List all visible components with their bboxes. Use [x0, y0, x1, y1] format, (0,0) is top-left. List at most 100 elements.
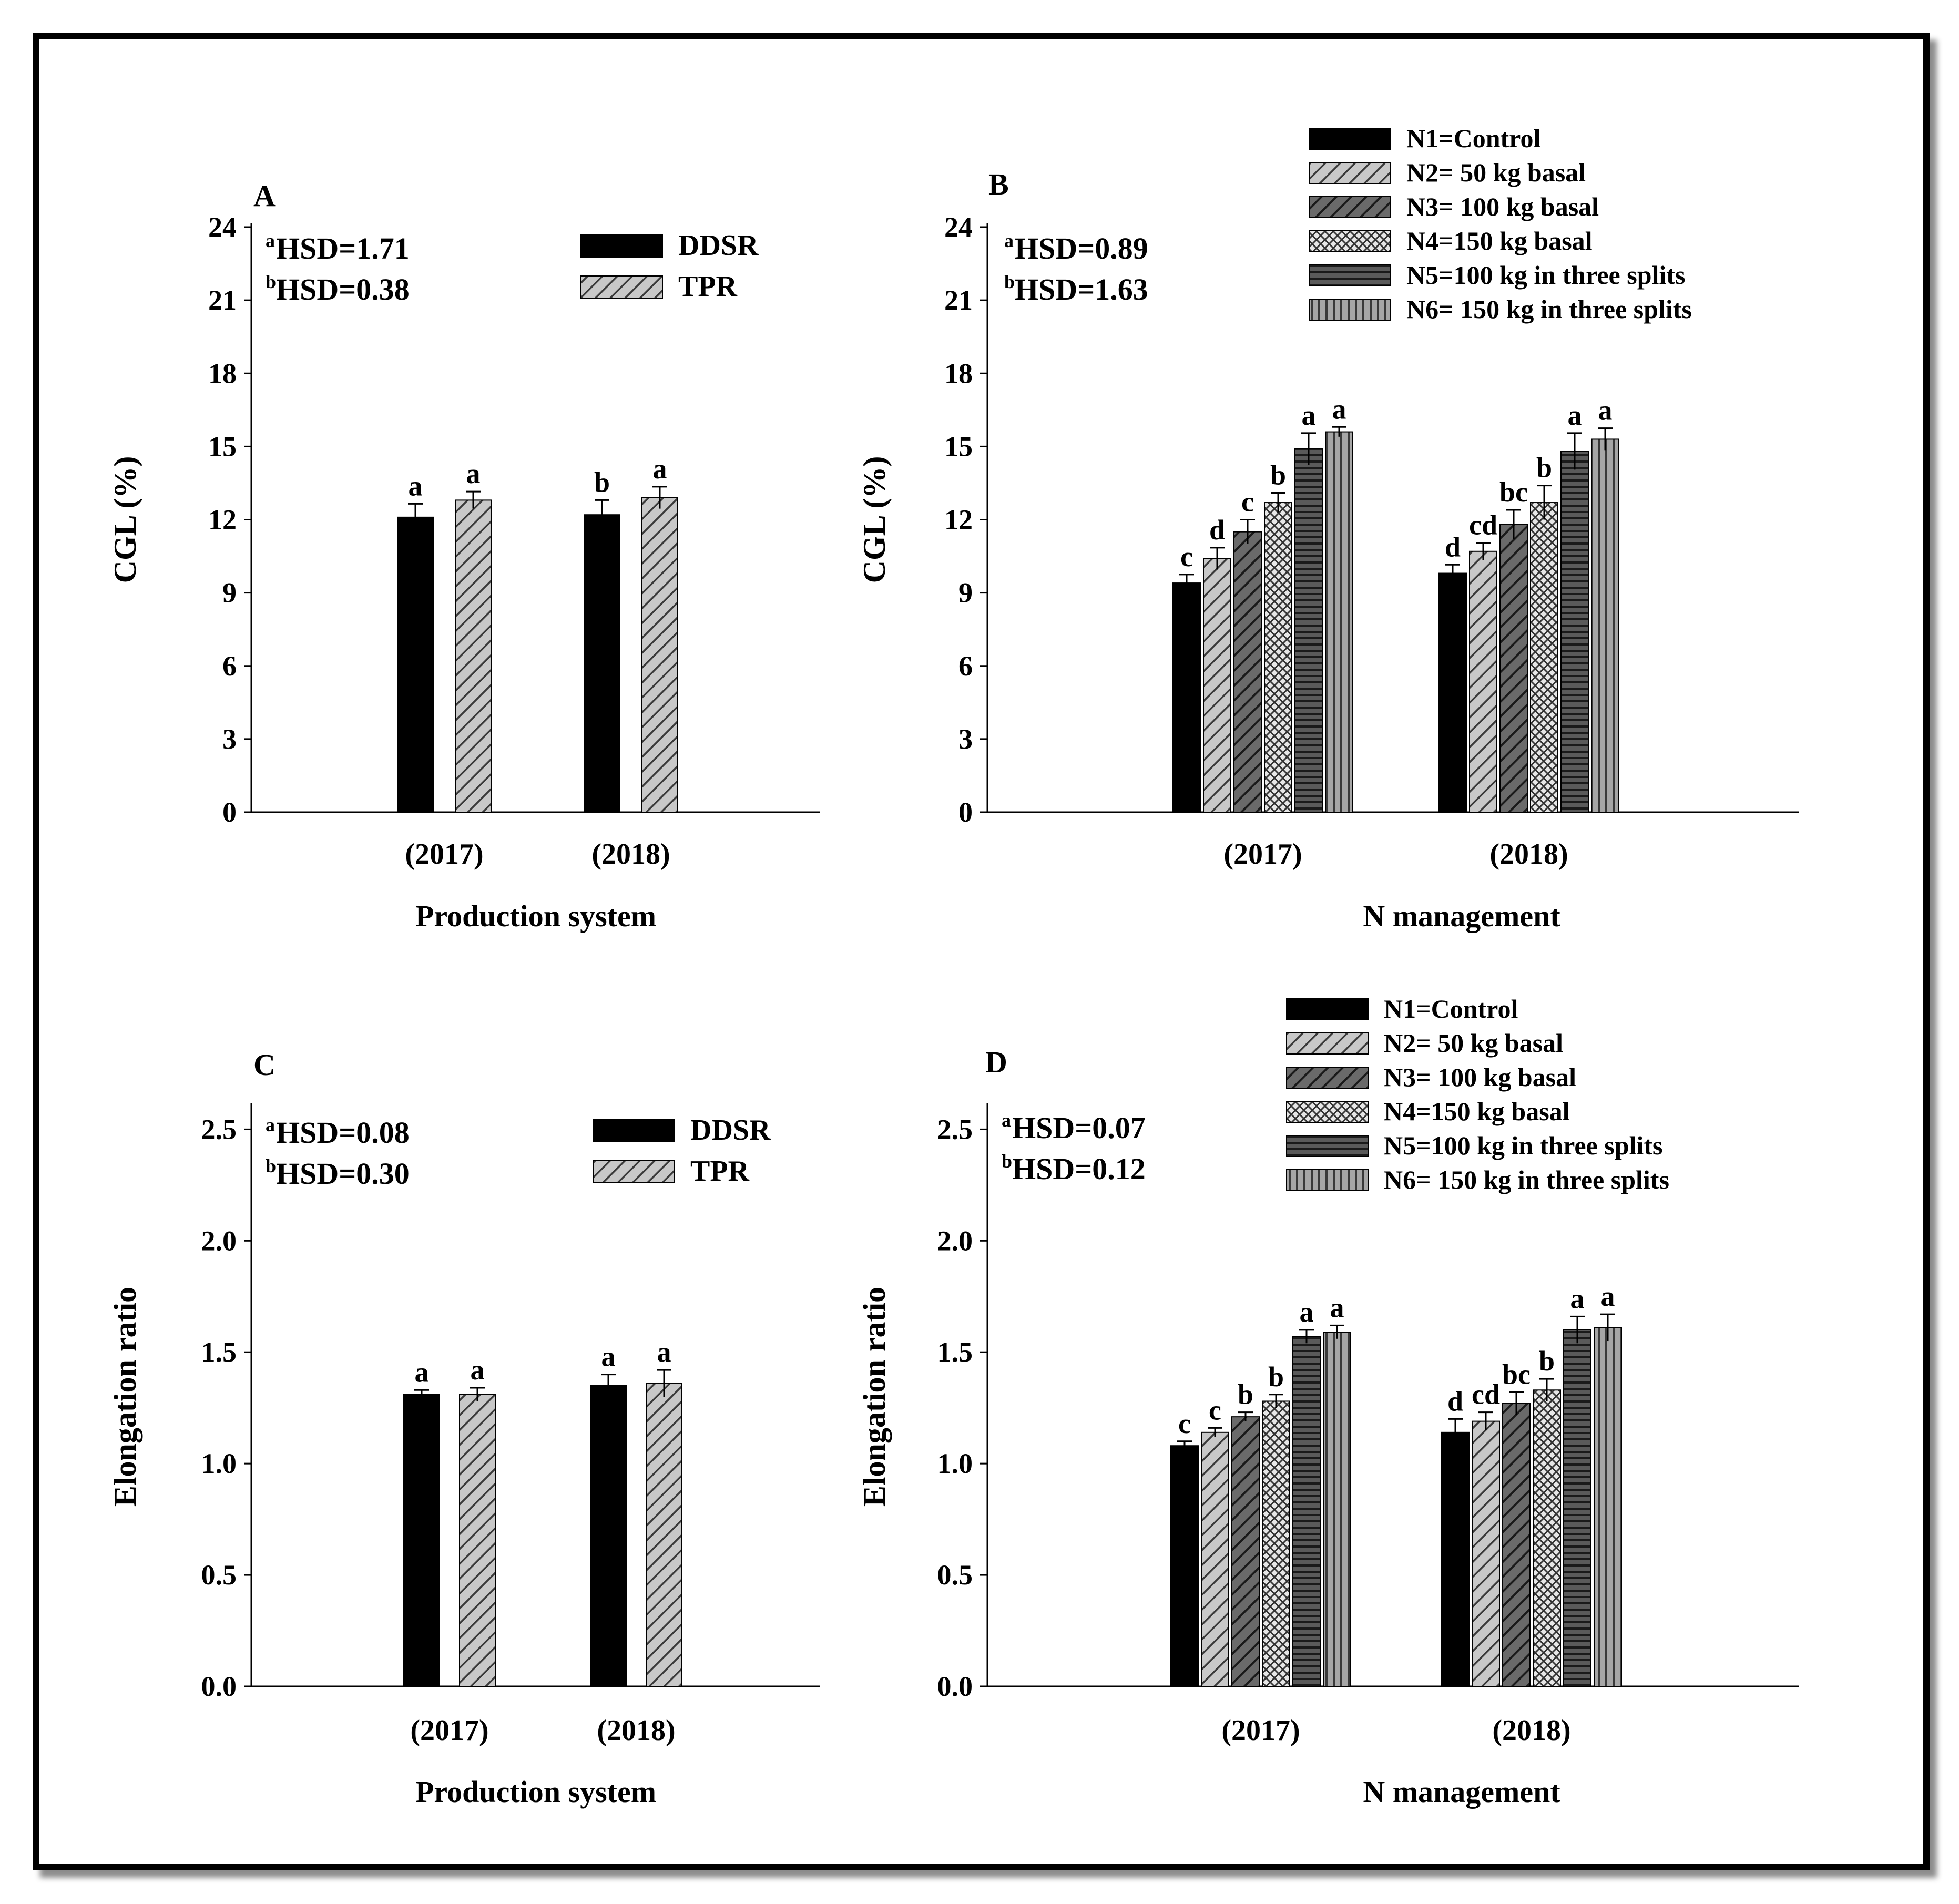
legend-entry: N4=150 kg basal [1384, 1097, 1570, 1126]
bar [1201, 1431, 1229, 1687]
y-tick-label: 1.0 [201, 1448, 237, 1479]
bar [1502, 1403, 1531, 1687]
hsd-superscript: a [266, 1114, 275, 1135]
legend-swatch [1286, 1032, 1369, 1055]
bar [1530, 502, 1558, 813]
panel-label: D [985, 1045, 1007, 1079]
significance-letter: cd [1469, 509, 1497, 541]
x-axis-label: N management [1363, 1775, 1560, 1809]
bar [1438, 572, 1467, 813]
legend-entry: N3= 100 kg basal [1384, 1062, 1576, 1092]
x-axis-label: Production system [415, 899, 656, 933]
figure-frame [33, 33, 1930, 1870]
bar [1469, 550, 1497, 813]
bar [1172, 582, 1201, 813]
significance-letter: a [1568, 400, 1582, 431]
legend-swatch [593, 1119, 675, 1142]
bar [403, 1394, 440, 1687]
legend-swatch [1309, 299, 1391, 321]
legend-entry: TPR [690, 1155, 750, 1188]
significance-letter: c [1180, 541, 1193, 572]
bar [1533, 1389, 1561, 1687]
y-tick-label: 0 [222, 796, 237, 828]
y-tick-label: 9 [222, 577, 237, 609]
hsd-value: HSD=0.38 [276, 272, 410, 306]
y-tick-label: 9 [958, 577, 973, 609]
bar [646, 1383, 682, 1687]
legend-swatch [593, 1160, 675, 1183]
significance-letter: b [1536, 452, 1552, 484]
y-tick-label: 2.5 [201, 1113, 237, 1145]
y-tick-label: 12 [944, 504, 973, 536]
y-axis-label: Elongation ratio [857, 1287, 892, 1507]
legend-swatch [1286, 1067, 1369, 1089]
y-axis-label: CGL (%) [857, 456, 892, 584]
bar [1594, 1327, 1622, 1687]
bar [459, 1394, 496, 1687]
legend-entry: N6= 150 kg in three splits [1384, 1165, 1669, 1194]
y-tick-label: 0.5 [937, 1559, 973, 1591]
bar [584, 514, 620, 813]
significance-letter: c [1241, 486, 1254, 518]
legend-entry: N5=100 kg in three splits [1384, 1131, 1662, 1160]
y-axis-label: CGL (%) [108, 456, 142, 584]
legend-swatch [1309, 162, 1391, 184]
y-tick-label: 2.0 [937, 1225, 973, 1256]
x-tick-label: (2017) [410, 1714, 488, 1747]
hsd-superscript: b [1002, 1151, 1012, 1172]
hsd-superscript: b [266, 271, 276, 292]
x-axis-label: N management [1363, 899, 1560, 933]
legend-entry: N1=Control [1406, 124, 1540, 153]
significance-letter: b [1238, 1379, 1253, 1410]
x-tick-label: (2017) [1223, 838, 1302, 871]
legend-swatch [1286, 1135, 1369, 1157]
bar [1264, 502, 1292, 813]
legend-entry: TPR [678, 270, 738, 303]
y-tick-label: 15 [208, 431, 237, 462]
significance-letter: b [1270, 459, 1286, 490]
legend-entry: N2= 50 kg basal [1384, 1028, 1563, 1058]
legend: DDSR TPR [593, 1114, 771, 1188]
legend-swatch [1286, 1169, 1369, 1191]
significance-letter: b [1539, 1345, 1555, 1377]
legend-entry: N2= 50 kg basal [1406, 158, 1586, 187]
x-tick-label: (2018) [591, 838, 670, 871]
significance-letter: a [653, 453, 667, 485]
hsd-superscript: b [266, 1155, 276, 1176]
significance-letter: a [1598, 395, 1613, 426]
bar [1292, 1336, 1321, 1687]
bar [1231, 1416, 1260, 1687]
x-tick-label: (2017) [405, 838, 483, 871]
bar [1499, 524, 1528, 813]
hsd-superscript: b [1004, 271, 1015, 292]
legend-swatch [1286, 998, 1369, 1020]
bar [455, 499, 492, 813]
legend-swatch [580, 234, 663, 258]
bar [397, 516, 434, 813]
bar [1563, 1329, 1591, 1687]
bar [1560, 451, 1589, 813]
legend-swatch [1286, 1101, 1369, 1123]
y-tick-label: 0.0 [201, 1671, 237, 1702]
y-tick-label: 6 [958, 650, 973, 682]
legend-entry: N3= 100 kg basal [1406, 192, 1599, 221]
x-tick-label: (2018) [597, 1714, 675, 1747]
y-tick-label: 3 [958, 723, 973, 755]
significance-letter: b [1268, 1361, 1284, 1393]
x-tick-label: (2017) [1221, 1714, 1300, 1747]
legend-entry: DDSR [678, 229, 759, 262]
y-tick-label: 0.5 [201, 1559, 237, 1591]
bar [590, 1385, 627, 1687]
legend: DDSR TPR [580, 229, 759, 303]
significance-letter: a [471, 1354, 485, 1386]
panel-label: A [253, 179, 276, 213]
significance-letter: a [1570, 1283, 1585, 1314]
y-tick-label: 2.5 [937, 1113, 973, 1145]
bar [1441, 1431, 1470, 1687]
significance-letter: c [1209, 1394, 1221, 1426]
legend-entry: N6= 150 kg in three splits [1406, 294, 1692, 324]
